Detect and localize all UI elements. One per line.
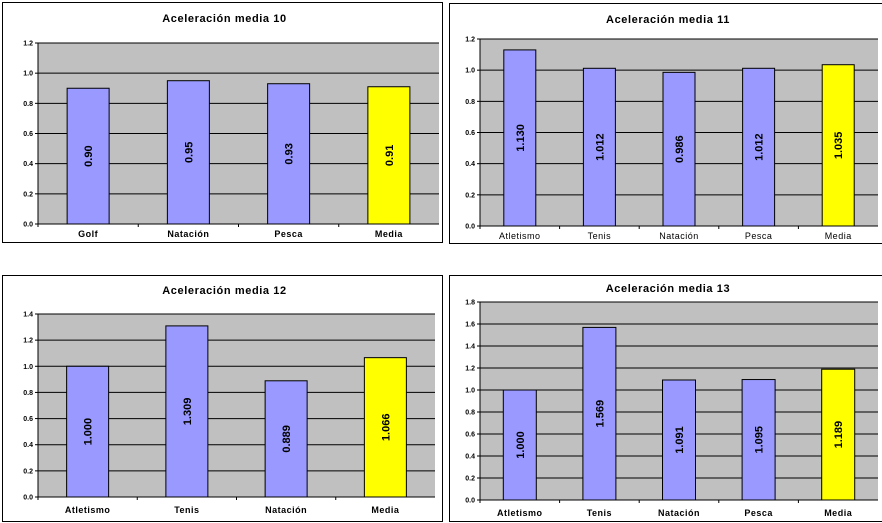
category-label: Tenis xyxy=(587,508,612,518)
y-tick-label: 0.2 xyxy=(465,192,475,199)
data-label: 0.91 xyxy=(384,145,396,166)
chart-title: Aceleración media 12 xyxy=(162,285,287,297)
data-label: 0.93 xyxy=(284,143,296,164)
data-label: 0.90 xyxy=(83,145,95,166)
y-tick-label: 1.4 xyxy=(465,344,475,351)
category-label: Natación xyxy=(658,508,700,518)
data-label: 1.012 xyxy=(754,133,766,161)
y-tick-label: 0.6 xyxy=(23,416,33,423)
category-label: Pesca xyxy=(744,508,773,518)
bar xyxy=(821,64,855,227)
bar xyxy=(742,67,776,227)
bar xyxy=(821,368,856,501)
data-label: 0.986 xyxy=(674,135,686,163)
y-tick-label: 0.6 xyxy=(465,432,475,439)
y-tick-label: 1.8 xyxy=(465,300,475,307)
data-label: 1.569 xyxy=(594,400,606,428)
bar xyxy=(662,379,696,501)
category-label: Tenis xyxy=(588,231,612,241)
bar xyxy=(66,87,110,225)
data-label: 1.130 xyxy=(515,124,527,152)
y-tick-label: 1.0 xyxy=(465,68,475,75)
data-label: 1.066 xyxy=(380,414,392,442)
category-label: Media xyxy=(824,508,853,518)
chart-panel-2: Aceleración media 11 0.0 0.2 0.4 0.6 0.8 1.0 1.… xyxy=(449,3,882,244)
y-tick-label: 1.2 xyxy=(23,338,33,345)
y-tick-label: 1.6 xyxy=(465,322,475,329)
y-tick-label: 0.2 xyxy=(23,468,33,475)
chart-svg-3: Aceleración media 12 0.0 0.2 0.4 0.6 0.8 1.0 1.… xyxy=(23,285,435,515)
category-label: Atletismo xyxy=(497,508,543,518)
category-label: Pesca xyxy=(274,229,303,239)
y-tick-label: 0.4 xyxy=(23,442,33,449)
y-tick-label: 0.6 xyxy=(465,130,475,137)
bar xyxy=(367,86,411,225)
category-label: Natación xyxy=(265,505,307,515)
y-tick-label: 0.8 xyxy=(23,390,33,397)
category-label: Golf xyxy=(78,229,98,239)
y-tick-label: 1.2 xyxy=(465,37,475,44)
bar xyxy=(503,49,537,227)
y-tick-label: 0.0 xyxy=(23,495,33,502)
data-label: 1.000 xyxy=(83,418,95,446)
data-label: 1.091 xyxy=(674,426,686,454)
chart-panel-1: Aceleración media 10 0.0 0.2 0.4 0.6 0.8 1.0 1.… xyxy=(2,2,443,243)
y-tick-label: 1.4 xyxy=(23,312,33,319)
chart-title: Aceleración media 13 xyxy=(606,283,731,295)
data-label: 1.189 xyxy=(833,421,845,449)
y-tick-label: 0.2 xyxy=(23,191,33,198)
y-tick-label: 0.0 xyxy=(23,222,33,229)
data-label: 0.889 xyxy=(281,425,293,453)
bar xyxy=(502,389,537,501)
category-label: Pesca xyxy=(745,231,773,241)
data-label: 1.095 xyxy=(754,426,766,454)
y-tick-label: 1.0 xyxy=(465,388,475,395)
category-label: Natación xyxy=(659,231,699,241)
chart-panel-4: Aceleración media 13 0.0 0.2 0.4 0.6 0.8 1.0 1.… xyxy=(449,275,882,522)
category-label: Atletismo xyxy=(65,505,111,515)
y-tick-label: 0.4 xyxy=(465,454,475,461)
y-tick-label: 0.2 xyxy=(465,476,475,483)
bar xyxy=(66,365,110,498)
y-tick-label: 0.4 xyxy=(465,161,475,168)
data-label: 1.309 xyxy=(182,398,194,426)
chart-svg-4: Aceleración media 13 0.0 0.2 0.4 0.6 0.8 1.0 1.… xyxy=(465,283,878,518)
bar xyxy=(662,71,696,227)
category-label: Tenis xyxy=(174,505,199,515)
y-tick-label: 1.0 xyxy=(23,364,33,371)
y-tick-label: 0.0 xyxy=(465,224,475,231)
category-label: Media xyxy=(375,229,404,239)
y-tick-label: 0.8 xyxy=(23,101,33,108)
category-label: Natación xyxy=(167,229,209,239)
bar xyxy=(264,380,308,498)
chart-svg-1: Aceleración media 10 0.0 0.2 0.4 0.6 0.8 1.0 1.… xyxy=(23,13,439,239)
chart-title: Aceleración media 11 xyxy=(606,14,730,26)
bar xyxy=(363,357,407,498)
data-label: 1.035 xyxy=(833,132,845,160)
bar xyxy=(741,379,776,501)
category-label: Media xyxy=(371,505,400,515)
bar xyxy=(165,325,209,498)
data-label: 1.012 xyxy=(594,133,606,161)
y-tick-label: 0.4 xyxy=(23,161,33,168)
y-tick-label: 1.2 xyxy=(23,41,33,48)
chart-title: Aceleración media 10 xyxy=(162,13,287,25)
y-tick-label: 0.6 xyxy=(23,131,33,138)
data-label: 1.000 xyxy=(515,431,527,459)
category-label: Media xyxy=(825,231,852,241)
y-tick-label: 0.8 xyxy=(465,410,475,417)
y-tick-label: 0.8 xyxy=(465,99,475,106)
chart-svg-2: Aceleración media 11 0.0 0.2 0.4 0.6 0.8 1.0 1.… xyxy=(465,14,878,241)
bar xyxy=(582,67,616,227)
chart-panel-3: Aceleración media 12 0.0 0.2 0.4 0.6 0.8 1.0 1.… xyxy=(2,275,443,522)
bar xyxy=(166,80,210,225)
y-tick-label: 1.0 xyxy=(23,71,33,78)
data-label: 0.95 xyxy=(183,142,195,163)
category-label: Atletismo xyxy=(499,231,541,241)
y-tick-label: 1.2 xyxy=(465,366,475,373)
bar xyxy=(267,83,311,225)
y-tick-label: 0.0 xyxy=(465,498,475,505)
